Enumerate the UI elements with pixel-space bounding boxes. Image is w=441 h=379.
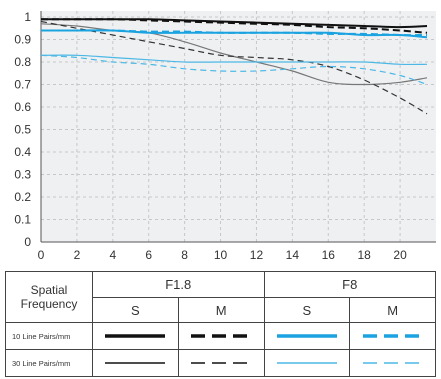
y-tick-label: 0.5 (14, 123, 31, 137)
legend-table: Spatial Frequency F1.8 F8 S M S M 10 Lin… (5, 271, 436, 377)
legend-row-10lp: 10 Line Pairs/mm (5, 322, 436, 350)
swatch-f18-30-s (105, 362, 166, 364)
grid-lines (40, 11, 436, 243)
x-tick-label: 4 (109, 248, 116, 262)
y-tick-label: 0.4 (14, 145, 31, 159)
row-label-10lp: 10 Line Pairs/mm (5, 322, 93, 350)
x-tick-label: 10 (214, 248, 228, 262)
direction-header-f8-m: M (349, 297, 436, 323)
swatch-f18-10-s (105, 334, 166, 338)
swatch-cell (177, 322, 265, 350)
y-tick-label: 0.1 (14, 213, 31, 227)
axes (40, 11, 436, 243)
x-tick-label: 14 (286, 248, 300, 262)
x-tick-label: 6 (145, 248, 152, 262)
series-line-f8-10lp-m (41, 29, 428, 37)
mtf-chart: 0 2 4 6 8 10 12 14 16 18 20 0 0.1 0.2 0.3 0.4 0.5 0.6 0.7… (14, 10, 436, 262)
swatch-cell (92, 322, 179, 350)
aperture-header-f8: F8 (263, 271, 436, 298)
swatch-cell (349, 322, 436, 350)
swatch-cell (92, 349, 179, 377)
x-tick-label: 8 (181, 248, 188, 262)
series-line-f8-30lp-s (40, 54, 428, 66)
direction-header-f18-m: M (177, 297, 265, 323)
swatch-f18-10-m (191, 334, 252, 338)
swatch-cell (263, 349, 351, 377)
swatch-f8-10-s (276, 334, 337, 338)
y-tick-label: 0.7 (14, 78, 31, 92)
series-line-f18-10lp-m (41, 18, 428, 34)
x-tick-label: 20 (393, 248, 407, 262)
swatch-f8-10-m (362, 334, 423, 338)
y-tick-label: 0.3 (14, 168, 31, 182)
series-line-f18-30lp-m (40, 20, 428, 115)
y-tick-label: 1 (24, 10, 31, 24)
x-tick-label: 2 (74, 248, 81, 262)
direction-header-f8-s: S (263, 297, 351, 323)
y-tick-label: 0.6 (14, 100, 31, 114)
y-tick-label: 0.8 (14, 55, 31, 69)
x-tick-label: 18 (358, 248, 372, 262)
y-tick-label: 0.2 (14, 190, 31, 204)
swatch-cell (263, 322, 351, 350)
x-tick-label: 16 (322, 248, 336, 262)
row-label-30lp: 30 Line Pairs/mm (5, 349, 93, 377)
aperture-header-f18: F1.8 (92, 271, 265, 298)
legend-row-30lp: 30 Line Pairs/mm (5, 349, 436, 377)
x-tick-label: 0 (38, 248, 45, 262)
mtf-chart-area: 0 2 4 6 8 10 12 14 16 18 20 0 0.1 0.2 0.3 0.4 0.5 0.6 0.7… (14, 10, 436, 262)
swatch-cell (349, 349, 436, 377)
y-tick-label: 0.9 (14, 33, 31, 47)
y-tick-label: 0 (24, 235, 31, 249)
y-tick-labels: 0 0.1 0.2 0.3 0.4 0.5 0.6 0.7 0.8 0.9 1 (14, 10, 31, 249)
series-lines (40, 18, 428, 115)
direction-header-f18-s: S (92, 297, 179, 323)
swatch-f18-30-m (191, 362, 252, 364)
swatch-f8-30-s (276, 362, 337, 364)
x-tick-labels: 0 2 4 6 8 10 12 14 16 18 20 (38, 248, 407, 262)
plot-background (41, 11, 436, 242)
swatch-cell (177, 349, 265, 377)
x-tick-label: 12 (250, 248, 264, 262)
spatial-frequency-header: Spatial Frequency (5, 271, 93, 323)
swatch-f8-30-m (362, 362, 423, 364)
